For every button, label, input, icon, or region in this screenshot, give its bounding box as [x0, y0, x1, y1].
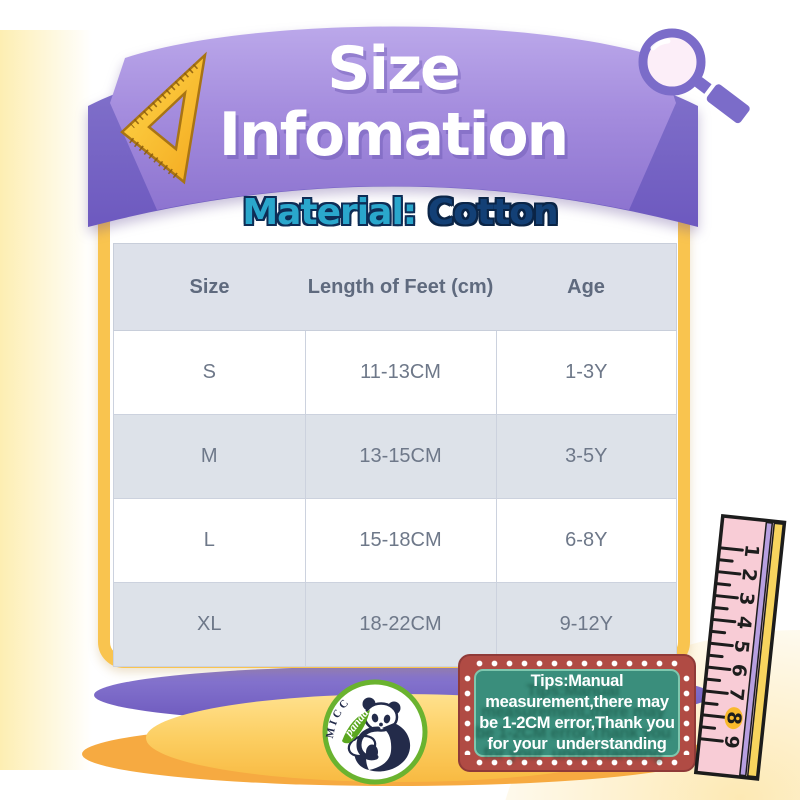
ruler-number: 3	[735, 591, 758, 606]
ruler-number: 4	[732, 615, 755, 630]
marquee-dots-left	[463, 671, 472, 755]
magnifier-icon	[638, 28, 750, 124]
cell-length: 13-15CM	[304, 414, 497, 499]
banner-ribbon-light	[110, 26, 676, 210]
panda-illustration	[347, 697, 411, 772]
marquee-dots-bottom	[472, 758, 682, 767]
material-label: Material:	[242, 192, 417, 233]
table-row: XL 18-22CM 9-12Y	[113, 582, 678, 667]
ruler-icon: 1 2 3 4 5 6 7 8 9	[693, 513, 787, 781]
tips-box: Tips:Manual measurement,there may be 1-2…	[458, 654, 696, 772]
ruler-number: 9	[720, 734, 743, 749]
ruler-number: 6	[727, 663, 750, 678]
tips-text: for your understanding	[487, 735, 667, 753]
material-value: Cotton	[427, 192, 559, 233]
ruler-number: 1	[740, 543, 763, 558]
col-header-age: Age	[496, 243, 677, 331]
cell-age: 9-12Y	[495, 582, 678, 667]
cell-length: 18-22CM	[304, 582, 497, 667]
col-header-length: Length of Feet (cm)	[305, 243, 497, 331]
header-banner	[88, 26, 750, 227]
cell-age: 6-8Y	[495, 498, 678, 583]
leaf-shape	[342, 710, 370, 744]
cell-age: 3-5Y	[495, 414, 678, 499]
ruler-number: 7	[725, 687, 748, 702]
tips-text: Tips:Manual	[530, 672, 624, 690]
tips-text: measurement,there may	[485, 693, 669, 711]
ruler-number: 5	[730, 639, 753, 654]
page-title: Size Infomation	[0, 36, 786, 168]
panda-logo: MICC panda	[322, 679, 428, 785]
col-header-size: Size	[113, 243, 306, 331]
ruler-number: 8	[722, 710, 745, 725]
size-table: Size Length of Feet (cm) Age S 11-13CM 1…	[113, 243, 678, 667]
title-line-2: Infomation	[218, 100, 570, 170]
table-row: M 13-15CM 3-5Y	[113, 414, 678, 499]
table-row: L 15-18CM 6-8Y	[113, 498, 678, 583]
background-left-highlight	[0, 30, 92, 770]
ruler-number-highlight	[724, 707, 743, 730]
tips-panel: Tips:Manual measurement,there may be 1-2…	[474, 669, 680, 757]
cell-size: S	[113, 330, 306, 415]
cell-length: 11-13CM	[304, 330, 497, 415]
ruler-number: 2	[737, 567, 760, 582]
cell-size: XL	[113, 582, 306, 667]
table-row: S 11-13CM 1-3Y	[113, 330, 678, 415]
marquee-dots-right	[682, 671, 691, 755]
marquee-dots-top	[472, 659, 682, 668]
title-line-1: Size	[327, 34, 460, 104]
tips-text: be 1-2CM error,Thank you	[479, 714, 675, 732]
cell-size: M	[113, 414, 306, 499]
material-line: Material: Cotton	[0, 192, 800, 233]
cell-age: 1-3Y	[495, 330, 678, 415]
cell-length: 15-18CM	[304, 498, 497, 583]
cell-size: L	[113, 498, 306, 583]
triangle-ruler-icon	[120, 51, 207, 185]
size-table-header-row: Size Length of Feet (cm) Age	[113, 243, 677, 331]
